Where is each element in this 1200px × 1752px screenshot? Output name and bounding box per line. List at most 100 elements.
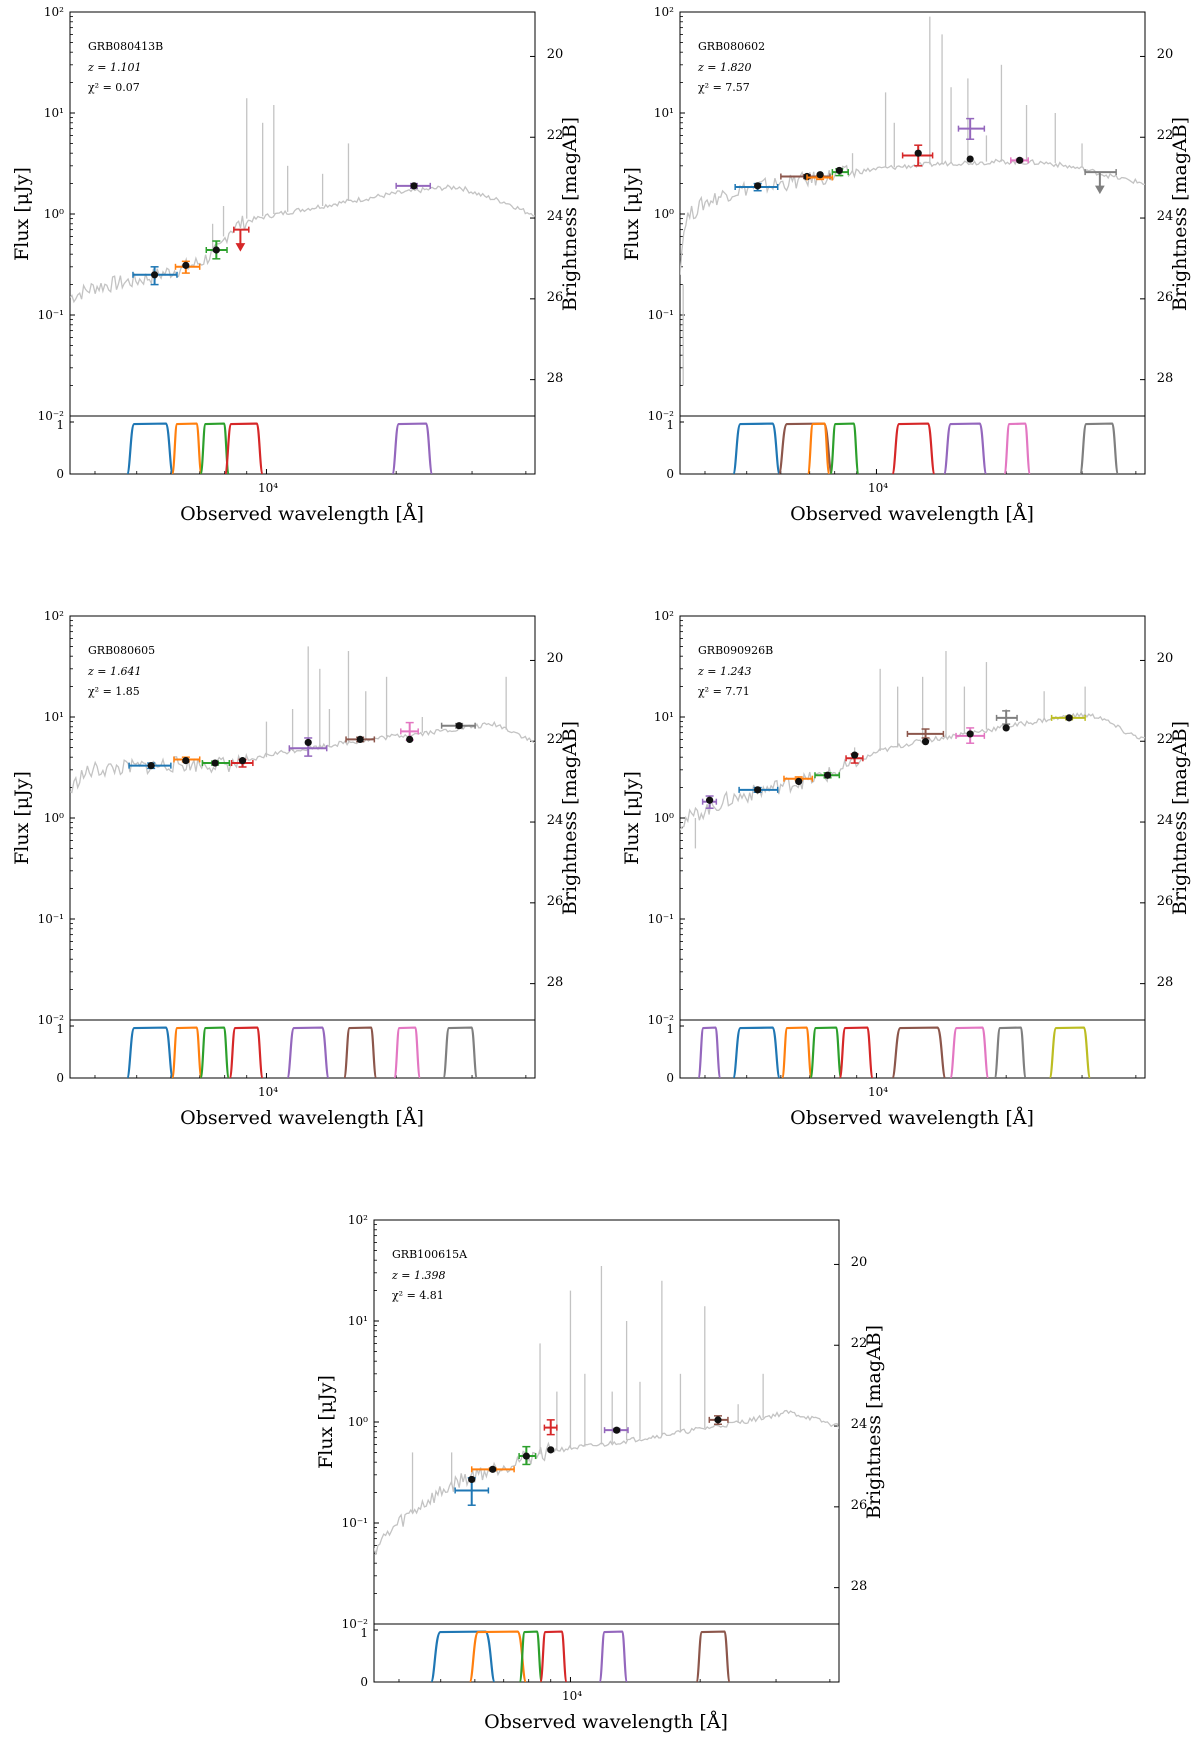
mag-tick-label: 22 (1157, 128, 1174, 143)
model-flux-point (966, 730, 974, 738)
template-continuum (374, 1409, 839, 1555)
model-flux-point (1065, 714, 1073, 722)
filter-curve (695, 1630, 731, 1682)
photometry-points (132, 182, 432, 286)
filter-tick-label: 0 (56, 1071, 64, 1085)
model-flux-point (147, 762, 155, 770)
y-tick-label: 10⁰ (44, 811, 64, 825)
x-tick-label: 10⁴ (868, 481, 888, 495)
mag-tick-label: 20 (851, 1255, 868, 1270)
filter-curve (170, 422, 203, 474)
photometry-points (128, 721, 476, 770)
mag-tick-label: 28 (547, 371, 564, 386)
filter-curve (518, 1630, 544, 1682)
y-tick-label: 10⁻² (342, 1617, 369, 1631)
filter-curve (228, 1026, 264, 1078)
filter-curve (777, 422, 834, 474)
grb-name: GRB080602 (698, 40, 765, 53)
y-axis-label: Flux [μJy] (11, 167, 33, 261)
model-flux-point (754, 182, 762, 190)
filter-tick-label: 1 (666, 1022, 674, 1036)
model-flux-point (522, 1452, 530, 1460)
photometry-points (454, 1415, 729, 1506)
redshift-label: z = 1.101 (87, 61, 142, 74)
y-tick-label: 10⁻² (38, 1013, 65, 1027)
x-tick-label: 10⁴ (258, 1085, 278, 1099)
filter-tick-label: 0 (56, 467, 64, 481)
model-flux-point (914, 149, 922, 157)
mag-tick-label: 26 (1157, 894, 1174, 909)
mag-tick-label: 22 (547, 128, 564, 143)
filter-curve (809, 1026, 843, 1078)
filter-tick-label: 1 (360, 1626, 368, 1640)
y-tick-label: 10² (44, 609, 64, 623)
model-flux-point (706, 796, 714, 804)
model-flux-point (816, 171, 824, 179)
y-tick-label: 10⁻¹ (648, 308, 674, 322)
model-flux-point (966, 155, 974, 163)
filter-curve (838, 1026, 874, 1078)
filter-plot-frame (373, 1623, 840, 1683)
y-tick-label: 10⁰ (654, 811, 674, 825)
x-tick-label: 10⁴ (868, 1085, 888, 1099)
model-flux-point (489, 1465, 497, 1473)
mag-tick-label: 24 (1157, 813, 1174, 828)
model-flux-point (468, 1475, 476, 1484)
model-flux-point (1016, 156, 1024, 164)
filter-curve (199, 422, 231, 474)
x-axis-label: Observed wavelength [Å] (484, 1711, 728, 1733)
mag-tick-label: 28 (1157, 371, 1174, 386)
filter-curve (539, 1630, 568, 1682)
model-flux-point (150, 271, 159, 279)
model-flux-point (795, 777, 803, 786)
model-flux-point (182, 757, 190, 765)
x-axis-label: Observed wavelength [Å] (790, 503, 1034, 525)
mag-tick-label: 28 (851, 1579, 868, 1594)
model-template-spectrum (374, 1266, 839, 1555)
model-flux-point (835, 166, 843, 175)
filter-curve (199, 1026, 231, 1078)
upper-limit-arrow-head (1095, 185, 1105, 195)
y-tick-label: 10⁻² (38, 409, 65, 423)
model-flux-point (182, 261, 190, 269)
grb-name: GRB090926B (698, 644, 773, 657)
filter-curve (732, 1026, 781, 1078)
model-flux-point (410, 182, 418, 190)
filter-curve (468, 1630, 528, 1682)
x-tick-label: 10⁴ (562, 1689, 582, 1703)
filter-curve (993, 1026, 1028, 1078)
filter-curve (949, 1026, 990, 1078)
y-tick-label: 10⁻² (648, 1013, 675, 1027)
mag-tick-label: 22 (851, 1336, 868, 1351)
y-tick-label: 10¹ (44, 106, 64, 120)
y-tick-label: 10⁻¹ (648, 912, 674, 926)
y-tick-label: 10⁻² (648, 409, 675, 423)
mag-tick-label: 24 (547, 209, 564, 224)
filter-curve (442, 1026, 479, 1078)
mag-tick-label: 28 (1157, 975, 1174, 990)
axis-ticks (70, 11, 535, 475)
model-flux-point (921, 738, 930, 746)
mag-axis-label: Brightness [magAB] (1169, 117, 1191, 311)
filter-curve (1048, 1026, 1092, 1078)
mag-axis-label: Brightness [magAB] (1169, 721, 1191, 915)
redshift-label: z = 1.641 (87, 665, 142, 678)
redshift-label: z = 1.398 (391, 1269, 446, 1282)
y-tick-label: 10¹ (654, 106, 674, 120)
model-flux-point (613, 1426, 621, 1434)
model-flux-point (823, 771, 832, 779)
sed-panel-grb080413b: GRB080413B z = 1.101 χ² = 0.07 10² 10¹ 1… (11, 5, 581, 525)
mag-axis-label: Brightness [magAB] (863, 1325, 885, 1519)
filter-transmission-curves (126, 1026, 479, 1078)
filter-tick-label: 0 (666, 1071, 674, 1085)
mag-axis-label: Brightness [magAB] (559, 117, 581, 311)
chi2-label: χ² = 1.85 (88, 685, 140, 698)
y-tick-label: 10¹ (44, 710, 64, 724)
axis-ticks (680, 615, 1145, 1079)
filter-plot-frame (69, 415, 536, 475)
filter-plot-frame (69, 1019, 536, 1079)
filter-curve (806, 422, 831, 474)
grb-name: GRB100615A (392, 1248, 468, 1261)
y-tick-label: 10¹ (348, 1314, 368, 1328)
photometry-points (701, 710, 1086, 809)
